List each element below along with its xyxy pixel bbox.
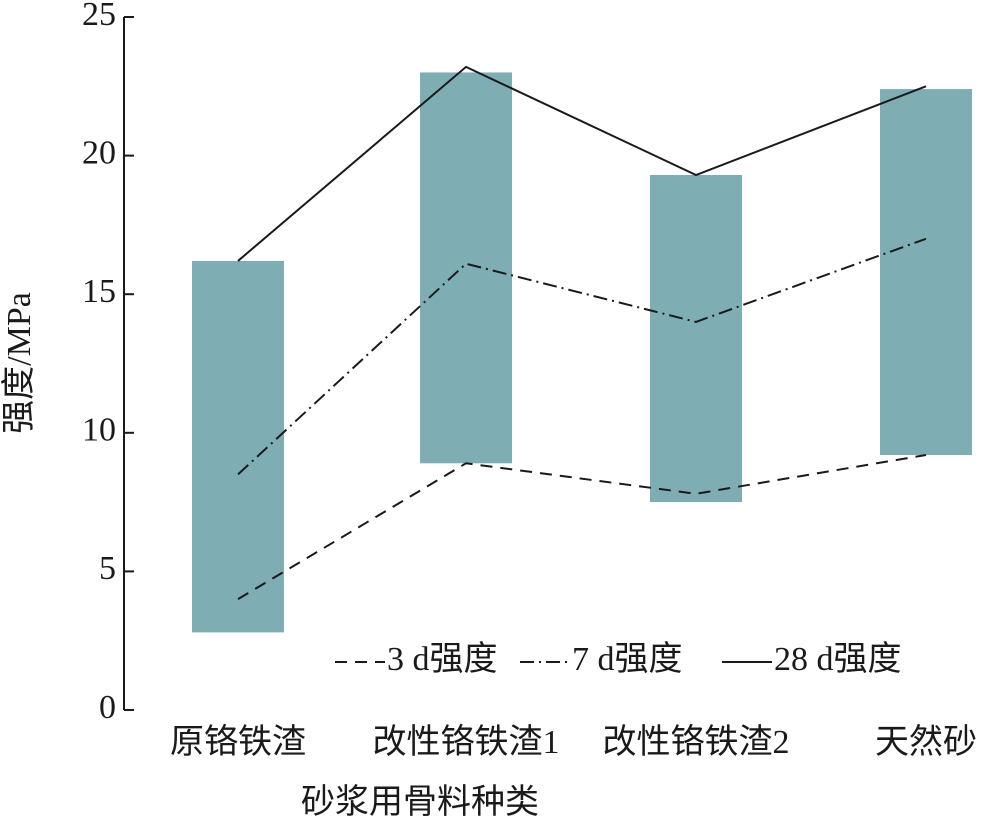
y-axis-title: 强度/MPa xyxy=(0,292,38,434)
line-series xyxy=(237,237,927,476)
x-tick-label: 原铬铁渣 xyxy=(170,723,306,761)
legend-label: 28 d强度 xyxy=(774,640,902,678)
x-axis-title: 砂浆用骨料种类 xyxy=(301,783,539,821)
line-series xyxy=(237,65,927,262)
x-tick-label: 改性铬铁渣1 xyxy=(373,723,560,761)
legend-label: 7 d强度 xyxy=(572,640,683,678)
y-tick-label: 0 xyxy=(99,689,116,726)
y-tick-label: 20 xyxy=(82,134,116,171)
range-bar xyxy=(192,260,284,633)
legend-label: 3 d强度 xyxy=(387,640,498,678)
x-tick-label: 天然砂 xyxy=(875,723,977,761)
x-tick-label: 改性铬铁渣2 xyxy=(603,723,790,761)
y-tick-label: 15 xyxy=(82,273,116,310)
range-bar xyxy=(650,175,742,503)
line-series xyxy=(237,453,927,600)
y-tick-label: 5 xyxy=(99,550,116,587)
y-tick-label: 25 xyxy=(82,0,116,33)
range-bar xyxy=(420,72,512,464)
range-bar xyxy=(880,89,972,455)
y-tick-label: 10 xyxy=(82,412,116,449)
